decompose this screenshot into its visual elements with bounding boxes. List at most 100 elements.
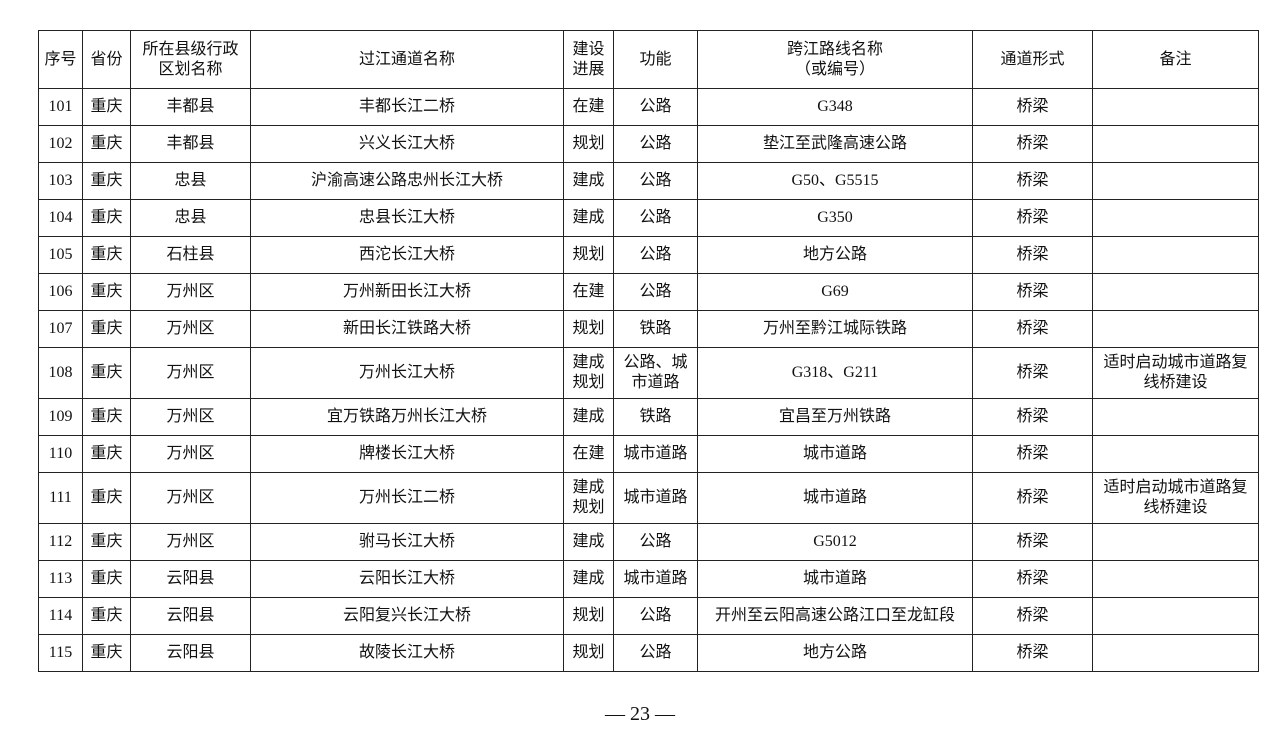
table-cell: 城市道路: [697, 472, 973, 524]
table-cell: 重庆: [82, 162, 131, 200]
table-cell: 公路: [613, 236, 698, 274]
table-cell: 云阳县: [130, 560, 251, 598]
table-cell: 忠县: [130, 162, 251, 200]
table-cell: 万州区: [130, 273, 251, 311]
table-cell: 忠县: [130, 199, 251, 237]
table-cell: 宜昌至万州铁路: [697, 398, 973, 436]
table-cell: 105: [38, 236, 83, 274]
table-cell: 重庆: [82, 398, 131, 436]
table-row: 108 重庆 万州区 万州长江大桥 建成规划 公路、城市道路 G318、G211 桥梁 适时启动…: [38, 347, 1259, 399]
table-cell: 重庆: [82, 125, 131, 163]
table-row: 113 重庆 云阳县 云阳长江大桥 建成 城市道路 城市道路 桥梁: [38, 560, 1259, 598]
table-cell: 建成规划: [563, 347, 614, 399]
table-cell: [1092, 523, 1259, 561]
table-cell: 111: [38, 472, 83, 524]
table-cell: 115: [38, 634, 83, 672]
table-row: 104 重庆 忠县 忠县长江大桥 建成 公路 G350 桥梁: [38, 199, 1259, 237]
table-cell: 桥梁: [972, 236, 1093, 274]
table-cell: [1092, 560, 1259, 598]
table-cell: 112: [38, 523, 83, 561]
table-cell: 万州区: [130, 310, 251, 348]
table-cell: 丰都县: [130, 88, 251, 126]
table-cell: [1092, 199, 1259, 237]
table-row: 102 重庆 丰都县 兴义长江大桥 规划 公路 垫江至武隆高速公路 桥梁: [38, 125, 1259, 163]
table-cell: 公路: [613, 634, 698, 672]
table-cell: 宜万铁路万州长江大桥: [250, 398, 564, 436]
table-cell: G5012: [697, 523, 973, 561]
table-cell: 重庆: [82, 310, 131, 348]
table-cell: 万州长江大桥: [250, 347, 564, 399]
table-header-row: 序号 省份 所在县级行政 区划名称 过江通道名称 建设 进展 功能 跨江路线名称 （或编号）…: [38, 30, 1259, 89]
table-row: 115 重庆 云阳县 故陵长江大桥 规划 公路 地方公路 桥梁: [38, 634, 1259, 672]
table-cell: G50、G5515: [697, 162, 973, 200]
table-cell: 101: [38, 88, 83, 126]
table-cell: 开州至云阳高速公路江口至龙缸段: [697, 597, 973, 635]
table-cell: 万州区: [130, 347, 251, 399]
table-cell: 桥梁: [972, 435, 1093, 473]
table-cell: 地方公路: [697, 236, 973, 274]
table-cell: 城市道路: [613, 560, 698, 598]
table-cell: 重庆: [82, 347, 131, 399]
column-header: 备注: [1092, 30, 1259, 89]
table-row: 109 重庆 万州区 宜万铁路万州长江大桥 建成 铁路 宜昌至万州铁路 桥梁: [38, 398, 1259, 436]
table-cell: 适时启动城市道路复线桥建设: [1092, 472, 1259, 524]
table-cell: 桥梁: [972, 597, 1093, 635]
table-cell: 桥梁: [972, 310, 1093, 348]
table-cell: 公路、城市道路: [613, 347, 698, 399]
table-cell: 110: [38, 435, 83, 473]
table-cell: 在建: [563, 273, 614, 311]
table-cell: 丰都县: [130, 125, 251, 163]
table-cell: 驸马长江大桥: [250, 523, 564, 561]
table-cell: 沪渝高速公路忠州长江大桥: [250, 162, 564, 200]
table-cell: 万州区: [130, 398, 251, 436]
table-cell: 桥梁: [972, 125, 1093, 163]
table-cell: 重庆: [82, 199, 131, 237]
table-cell: 石柱县: [130, 236, 251, 274]
table-cell: 桥梁: [972, 199, 1093, 237]
table-cell: 桥梁: [972, 634, 1093, 672]
table-cell: [1092, 88, 1259, 126]
table-cell: 重庆: [82, 597, 131, 635]
table-cell: 桥梁: [972, 523, 1093, 561]
table-cell: 桥梁: [972, 472, 1093, 524]
table-cell: 忠县长江大桥: [250, 199, 564, 237]
table-cell: G69: [697, 273, 973, 311]
table-cell: 城市道路: [697, 560, 973, 598]
table-cell: 规划: [563, 597, 614, 635]
column-header: 建设 进展: [563, 30, 614, 89]
column-header: 序号: [38, 30, 83, 89]
column-header: 功能: [613, 30, 698, 89]
table-cell: 重庆: [82, 236, 131, 274]
table-cell: 规划: [563, 125, 614, 163]
table-row: 103 重庆 忠县 沪渝高速公路忠州长江大桥 建成 公路 G50、G5515 桥梁: [38, 162, 1259, 200]
table-cell: 垫江至武隆高速公路: [697, 125, 973, 163]
table-cell: 云阳县: [130, 597, 251, 635]
table-cell: 建成: [563, 398, 614, 436]
table-cell: 重庆: [82, 273, 131, 311]
table-cell: 云阳长江大桥: [250, 560, 564, 598]
table-cell: G348: [697, 88, 973, 126]
table-cell: 桥梁: [972, 88, 1093, 126]
table-cell: 108: [38, 347, 83, 399]
table-row: 106 重庆 万州区 万州新田长江大桥 在建 公路 G69 桥梁: [38, 273, 1259, 311]
table-cell: 113: [38, 560, 83, 598]
table-cell: G318、G211: [697, 347, 973, 399]
table-cell: [1092, 125, 1259, 163]
column-header: 通道形式: [972, 30, 1093, 89]
table-cell: 规划: [563, 236, 614, 274]
table-cell: 在建: [563, 435, 614, 473]
column-header: 跨江路线名称 （或编号）: [697, 30, 973, 89]
table-cell: [1092, 435, 1259, 473]
table-row: 110 重庆 万州区 牌楼长江大桥 在建 城市道路 城市道路 桥梁: [38, 435, 1259, 473]
table-cell: 万州区: [130, 435, 251, 473]
column-header: 过江通道名称: [250, 30, 564, 89]
table-row: 107 重庆 万州区 新田长江铁路大桥 规划 铁路 万州至黔江城际铁路 桥梁: [38, 310, 1259, 348]
table-cell: 公路: [613, 88, 698, 126]
table-row: 112 重庆 万州区 驸马长江大桥 建成 公路 G5012 桥梁: [38, 523, 1259, 561]
bridge-table: 序号 省份 所在县级行政 区划名称 过江通道名称 建设 进展 功能 跨江路线名称 （或编号）…: [38, 30, 1259, 672]
table-cell: 新田长江铁路大桥: [250, 310, 564, 348]
table-cell: [1092, 398, 1259, 436]
table-cell: 建成规划: [563, 472, 614, 524]
table-cell: 重庆: [82, 88, 131, 126]
table-cell: 桥梁: [972, 273, 1093, 311]
